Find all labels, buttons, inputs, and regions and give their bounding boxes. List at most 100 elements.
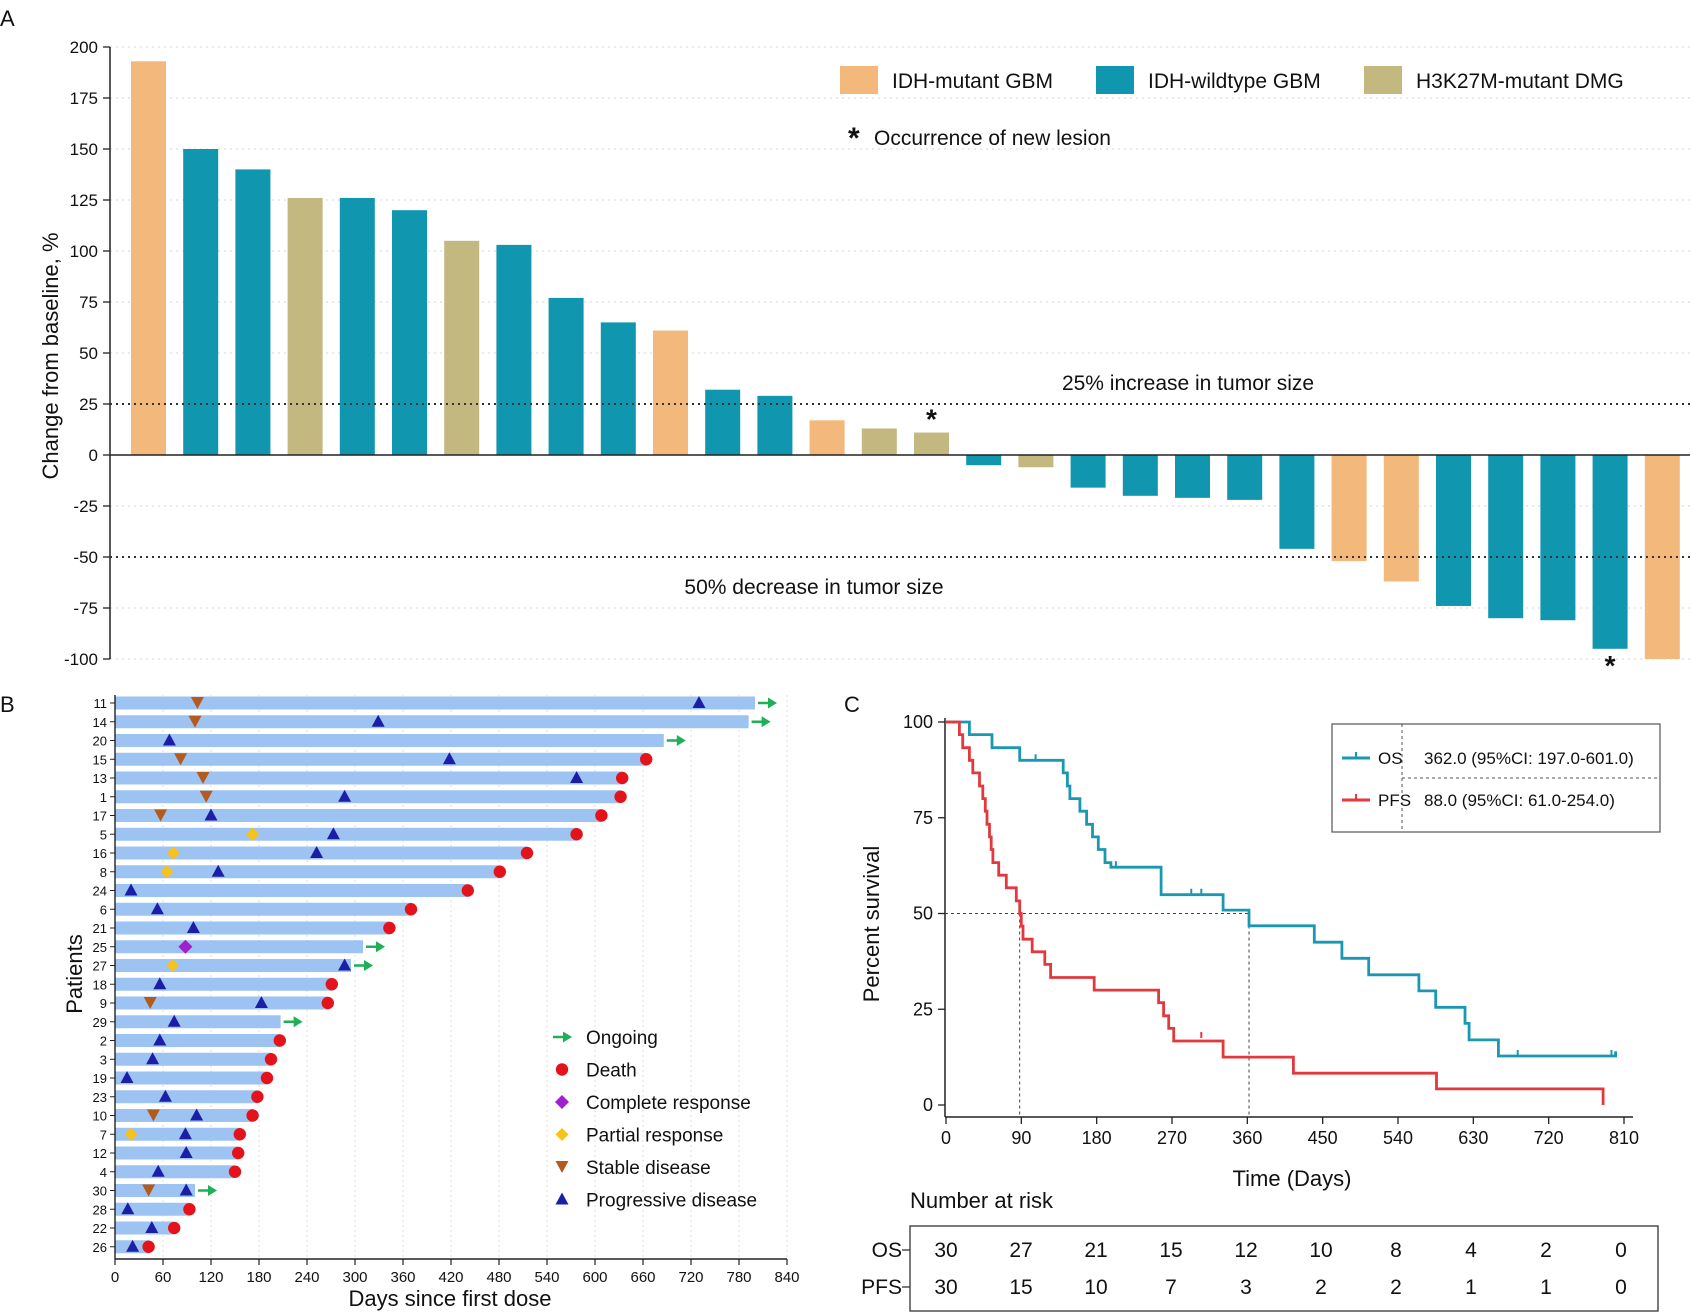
stable-disease-marker-icon — [188, 715, 202, 728]
patient-id-label: 24 — [93, 884, 107, 899]
patient-id-label: 13 — [93, 771, 107, 786]
patient-id-label: 21 — [93, 921, 107, 936]
death-marker-icon — [383, 921, 396, 935]
ref-line-label-decrease: 50% decrease in tumor size — [684, 576, 943, 599]
new-lesion-marker-icon: * — [926, 404, 937, 435]
new-lesion-asterisk-icon: * — [848, 122, 860, 155]
x-tick-label: 0 — [941, 1128, 951, 1148]
death-marker-icon — [251, 1090, 264, 1103]
patient-bar — [115, 1146, 239, 1160]
patient-bar — [115, 921, 390, 935]
x-tick-label: 660 — [630, 1269, 655, 1286]
stable-disease-marker-icon — [199, 790, 213, 803]
progressive-disease-marker-icon — [371, 714, 385, 727]
x-tick-label: 720 — [1534, 1128, 1564, 1148]
patient-bar — [115, 696, 755, 710]
death-marker-icon — [616, 771, 629, 785]
legend-pfs-line-icon — [1342, 794, 1370, 802]
progressive-disease-marker-icon — [254, 996, 268, 1008]
legend-label-idh-wildtype: IDH-wildtype GBM — [1148, 70, 1321, 93]
waterfall-bar — [444, 240, 480, 455]
death-marker-icon — [595, 809, 608, 822]
waterfall-bar — [1018, 455, 1054, 468]
patient-bar — [115, 790, 621, 804]
km-x-label: Time (Days) — [1233, 1166, 1352, 1191]
legend-label-h3k27m: H3K27M-mutant DMG — [1416, 70, 1624, 93]
patient-id-label: 10 — [93, 1109, 107, 1124]
km-line-os — [946, 720, 1617, 1058]
legend-os-summary: 362.0 (95%CI: 197.0-601.0) — [1424, 749, 1634, 768]
progressive-disease-marker-icon — [338, 958, 352, 971]
patient-id-label: 18 — [93, 977, 107, 992]
x-tick-label: 420 — [438, 1269, 463, 1286]
death-marker-icon — [168, 1221, 181, 1235]
y-tick-label: 175 — [70, 89, 98, 108]
patient-bar — [115, 809, 602, 822]
partial-response-marker-icon — [555, 1128, 569, 1141]
progressive-disease-marker-icon — [178, 1127, 192, 1140]
waterfall-bar — [914, 432, 949, 455]
death-marker-icon — [228, 1165, 242, 1178]
progressive-disease-marker-icon — [310, 846, 324, 858]
x-tick-label: 0 — [111, 1269, 119, 1286]
patient-id-label: 2 — [100, 1034, 107, 1049]
patient-bar — [115, 752, 647, 766]
patient-bar — [115, 1090, 258, 1104]
legend-label-ongoing: Ongoing — [586, 1028, 658, 1049]
partial-response-marker-icon — [160, 865, 174, 879]
risk-value: 8 — [1390, 1239, 1402, 1262]
waterfall-bar — [1122, 455, 1158, 496]
risk-value: 0 — [1615, 1276, 1627, 1299]
legend-pfs-name: PFS — [1378, 791, 1411, 810]
risk-value: 1 — [1465, 1276, 1477, 1299]
risk-table-frame — [909, 1225, 1659, 1312]
x-tick-label: 360 — [1232, 1128, 1262, 1148]
arrow-head — [293, 1016, 303, 1028]
patient-id-label: 23 — [93, 1090, 107, 1105]
y-tick-label: 125 — [70, 191, 98, 210]
risk-value: 0 — [1615, 1239, 1627, 1262]
legend-pfs-summary: 88.0 (95%CI: 61.0-254.0) — [1424, 791, 1615, 810]
progressive-disease-marker-icon — [179, 1146, 193, 1158]
death-marker-icon — [493, 865, 506, 878]
patient-bar — [115, 959, 351, 972]
patient-id-label: 27 — [93, 959, 107, 974]
x-tick-label: 480 — [486, 1269, 511, 1286]
patient-bar — [115, 902, 411, 916]
y-tick-label: 25 — [79, 395, 98, 414]
waterfall-bar — [1540, 455, 1576, 621]
y-tick-label: 0 — [89, 446, 98, 465]
waterfall-bar — [600, 322, 636, 455]
death-marker-icon — [640, 753, 653, 766]
patient-bar — [115, 977, 332, 991]
patient-bar — [115, 1202, 190, 1216]
km-legend-box: OS 362.0 (95%CI: 197.0-601.0) PFS 88.0 (… — [1331, 723, 1661, 833]
waterfall-bar — [1331, 455, 1367, 562]
risk-value: 7 — [1165, 1276, 1177, 1299]
death-marker-icon — [321, 996, 334, 1010]
stable-disease-marker-icon — [146, 1109, 160, 1122]
risk-value: 21 — [1084, 1239, 1107, 1262]
y-tick-label: 50 — [913, 904, 933, 924]
patient-bar — [115, 1221, 175, 1235]
death-marker-icon — [614, 790, 627, 803]
patient-bar — [115, 865, 500, 879]
patient-id-label: 5 — [100, 827, 107, 842]
death-marker-icon — [232, 1146, 245, 1160]
x-tick-label: 240 — [294, 1269, 319, 1286]
risk-value: 12 — [1234, 1239, 1257, 1262]
death-marker-icon — [264, 1053, 278, 1066]
risk-value: 2 — [1315, 1276, 1327, 1299]
risk-value: 2 — [1390, 1276, 1402, 1299]
risk-value: 10 — [1084, 1276, 1107, 1299]
y-tick-label: -100 — [64, 650, 98, 669]
death-marker-icon — [273, 1034, 286, 1047]
risk-table-title: Number at risk — [910, 1188, 1054, 1213]
x-tick-label: 300 — [342, 1269, 367, 1286]
patient-bar — [115, 1052, 271, 1066]
death-marker-icon — [555, 1063, 569, 1076]
swimmer-legend: Ongoing Death Complete response Partial res… — [553, 1028, 757, 1212]
x-tick-label: 540 — [1383, 1128, 1413, 1148]
y-tick-label: -50 — [73, 548, 98, 567]
